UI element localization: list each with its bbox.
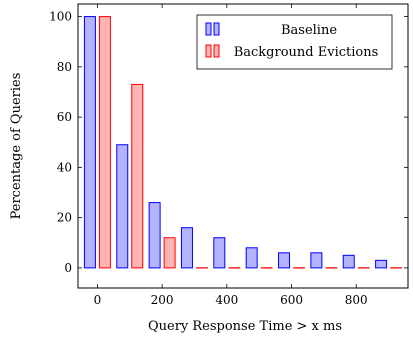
bar-baseline-400 — [213, 237, 226, 269]
bar-background-evictions-200 — [163, 237, 176, 269]
y-tick-label: 100 — [49, 10, 72, 24]
x-tick-label: 0 — [94, 293, 102, 307]
bar-baseline-700 — [310, 252, 323, 269]
y-tick-label: 20 — [57, 211, 72, 225]
y-tick-label: 60 — [57, 110, 72, 124]
x-tick-label: 600 — [280, 293, 303, 307]
legend-swatch — [213, 44, 220, 58]
legend-swatch — [213, 22, 220, 36]
y-tick-label: 0 — [64, 261, 72, 275]
plot-frame — [77, 3, 409, 289]
bar-baseline-200 — [148, 202, 161, 269]
bar-baseline-100 — [116, 144, 129, 269]
bar-background-evictions-0 — [98, 16, 111, 269]
bar-baseline-0 — [83, 16, 96, 269]
bar-baseline-900 — [375, 259, 388, 269]
bar-baseline-300 — [180, 227, 193, 269]
legend-box — [196, 14, 393, 70]
bar-background-evictions-100 — [131, 83, 144, 269]
legend: Baseline Background Evictions — [196, 14, 393, 70]
bar-baseline-800 — [342, 254, 355, 269]
ticks-layer: 0 200 400 600 800 0 20 40 60 80 100 — [49, 4, 408, 307]
legend-label: Background Evictions — [234, 45, 379, 60]
x-tick-label: 400 — [215, 293, 238, 307]
x-tick-label: 200 — [151, 293, 174, 307]
legend-label: Baseline — [281, 23, 337, 38]
bar-baseline-600 — [278, 252, 291, 269]
y-tick-label: 80 — [57, 60, 72, 74]
bars-layer — [83, 16, 403, 269]
bar-baseline-500 — [245, 247, 258, 269]
legend-swatch — [205, 44, 212, 58]
x-axis-title: Query Response Time > x ms — [148, 319, 342, 334]
x-tick-label: 800 — [345, 293, 368, 307]
y-axis-title: Percentage of Queries — [9, 73, 24, 220]
y-tick-label: 40 — [57, 160, 72, 174]
legend-swatch — [205, 22, 212, 36]
